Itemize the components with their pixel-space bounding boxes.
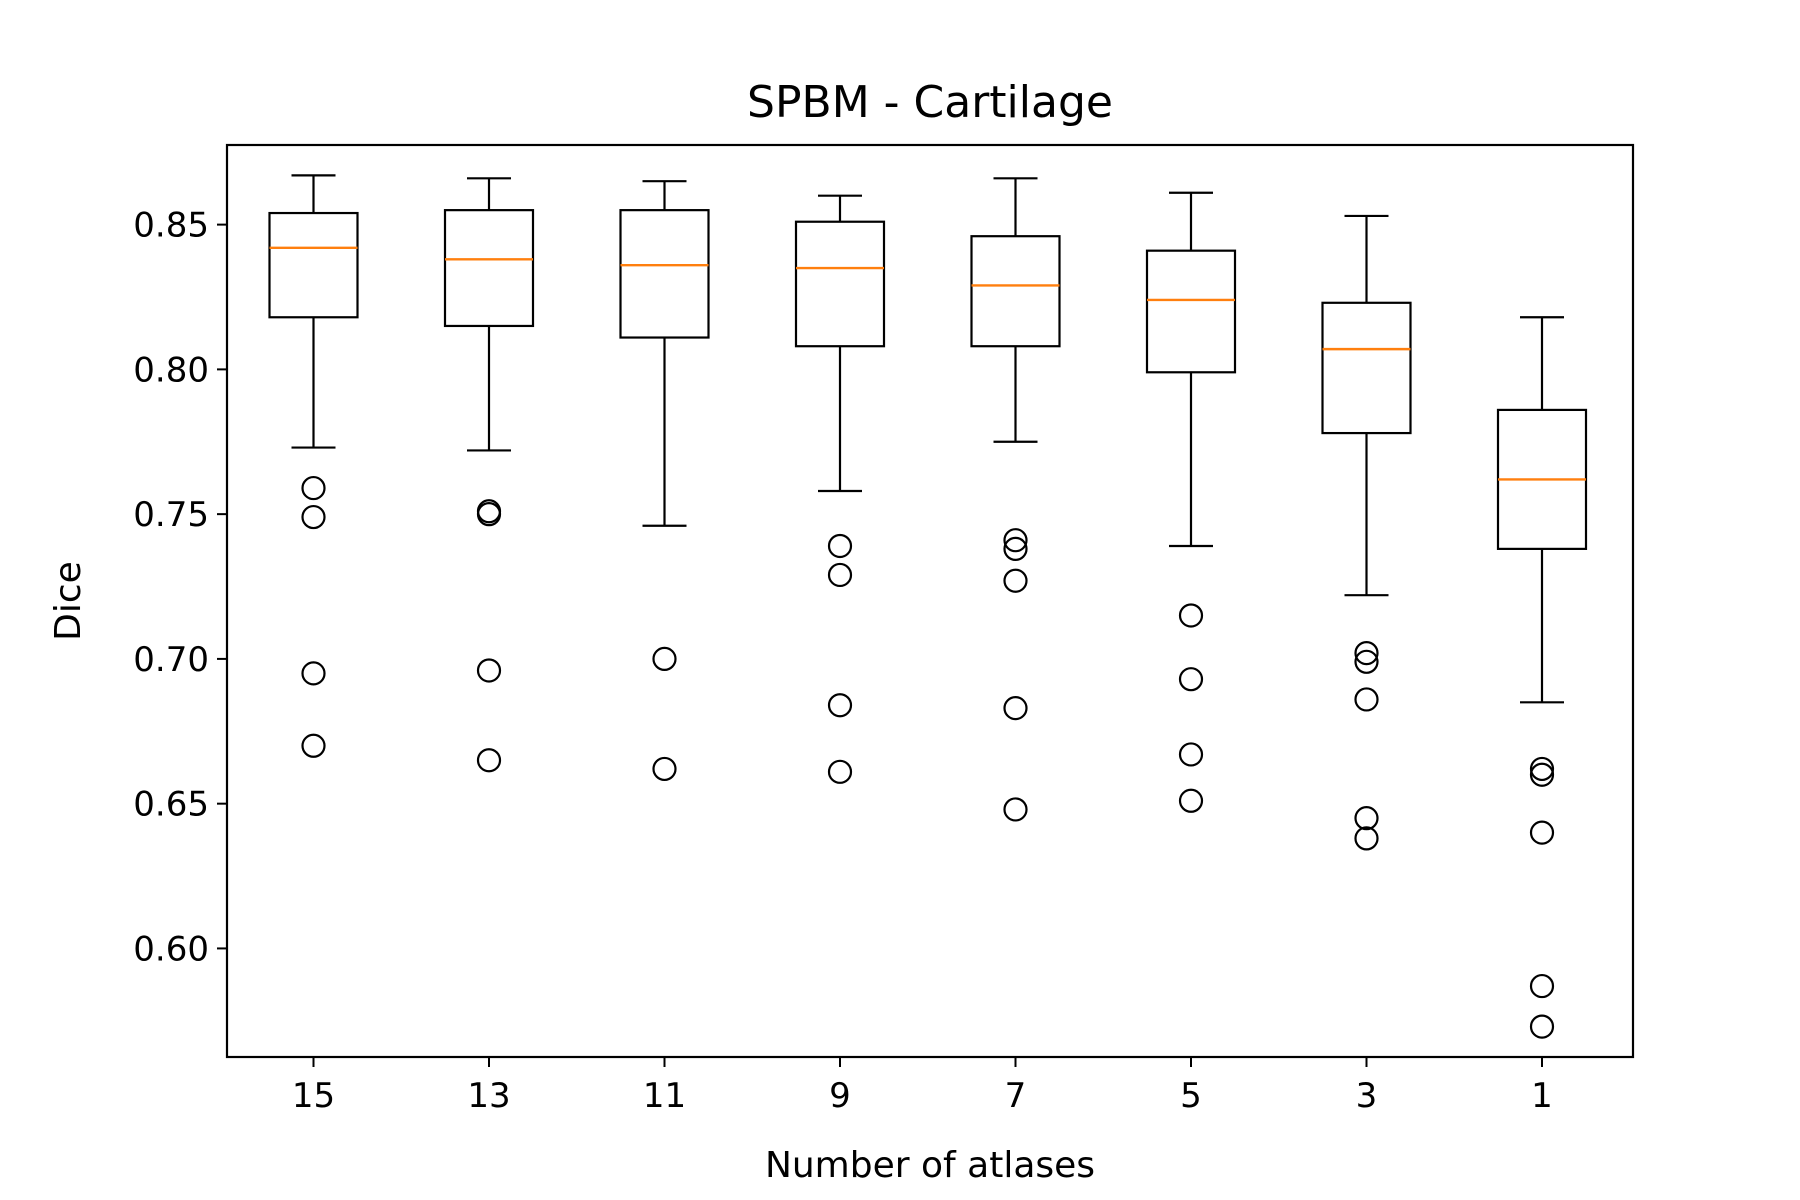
outlier-point bbox=[827, 562, 853, 588]
box-group-3 bbox=[1321, 214, 1412, 851]
plot-area bbox=[268, 174, 1588, 1039]
chart-title: SPBM - Cartilage bbox=[747, 77, 1113, 128]
outlier-point bbox=[1003, 797, 1028, 822]
x-tick-label: 11 bbox=[643, 1076, 686, 1116]
y-tick-label: 0.65 bbox=[133, 785, 209, 825]
outlier-point bbox=[1529, 820, 1555, 845]
outlier-point bbox=[301, 475, 326, 501]
box-group-15 bbox=[268, 174, 359, 758]
box-group-9 bbox=[794, 194, 886, 784]
outlier-point bbox=[1354, 687, 1379, 712]
box-group-1 bbox=[1496, 316, 1588, 1039]
outlier-point bbox=[1529, 1014, 1555, 1039]
outlier-point bbox=[1178, 603, 1204, 628]
outlier-point bbox=[476, 658, 502, 683]
outlier-point bbox=[652, 646, 677, 672]
box-group-13 bbox=[443, 177, 535, 773]
outlier-point bbox=[1354, 641, 1379, 666]
outlier-point bbox=[1178, 667, 1204, 692]
outlier-point bbox=[301, 733, 326, 758]
iqr-box bbox=[970, 235, 1061, 348]
outlier-point bbox=[1354, 806, 1379, 831]
y-tick-label: 0.80 bbox=[133, 350, 209, 390]
outlier-point bbox=[827, 759, 853, 784]
outlier-point bbox=[1354, 649, 1379, 674]
x-axis: 15 13 11 9 7 5 3 1 bbox=[292, 1057, 1553, 1116]
outlier-point bbox=[1529, 756, 1555, 782]
outlier-point bbox=[1529, 973, 1555, 999]
x-tick-label: 5 bbox=[1180, 1076, 1202, 1116]
outlier-point bbox=[1003, 568, 1028, 593]
x-tick-label: 1 bbox=[1531, 1076, 1553, 1116]
outlier-point bbox=[301, 661, 326, 686]
outlier-point bbox=[652, 756, 677, 782]
outlier-point bbox=[476, 502, 502, 527]
outlier-point bbox=[1003, 696, 1028, 721]
outlier-point bbox=[827, 693, 853, 718]
iqr-box bbox=[1145, 249, 1237, 374]
outlier-point bbox=[301, 504, 326, 530]
outlier-point bbox=[1354, 826, 1379, 851]
x-tick-label: 3 bbox=[1356, 1076, 1378, 1116]
outlier-point bbox=[1529, 762, 1555, 787]
iqr-box bbox=[268, 211, 359, 319]
iqr-box bbox=[794, 220, 886, 348]
box-group-11 bbox=[619, 180, 710, 782]
x-tick-label: 15 bbox=[292, 1076, 335, 1116]
iqr-box bbox=[1321, 301, 1412, 435]
outlier-point bbox=[1003, 536, 1028, 561]
y-tick-label: 0.75 bbox=[133, 495, 209, 535]
iqr-box bbox=[443, 209, 535, 328]
outlier-point bbox=[1003, 528, 1028, 553]
axes-frame bbox=[225, 143, 1635, 1059]
x-tick-label: 7 bbox=[1005, 1076, 1027, 1116]
y-tick-label: 0.85 bbox=[133, 206, 209, 246]
y-axis: 0.60 0.65 0.70 0.75 0.80 0.85 bbox=[133, 206, 227, 969]
x-tick-label: 9 bbox=[829, 1076, 851, 1116]
x-axis-label: Number of atlases bbox=[765, 1145, 1095, 1186]
outlier-point bbox=[827, 533, 853, 559]
box-group-5 bbox=[1145, 191, 1237, 813]
box-group-7 bbox=[970, 177, 1061, 822]
outlier-point bbox=[1178, 788, 1204, 813]
outlier-point bbox=[1178, 742, 1204, 767]
y-tick-label: 0.60 bbox=[133, 929, 209, 969]
iqr-box bbox=[619, 209, 710, 339]
x-tick-label: 13 bbox=[467, 1076, 510, 1116]
y-axis-label: Dice bbox=[48, 561, 89, 641]
y-tick-label: 0.70 bbox=[133, 640, 209, 680]
outlier-point bbox=[476, 748, 502, 773]
